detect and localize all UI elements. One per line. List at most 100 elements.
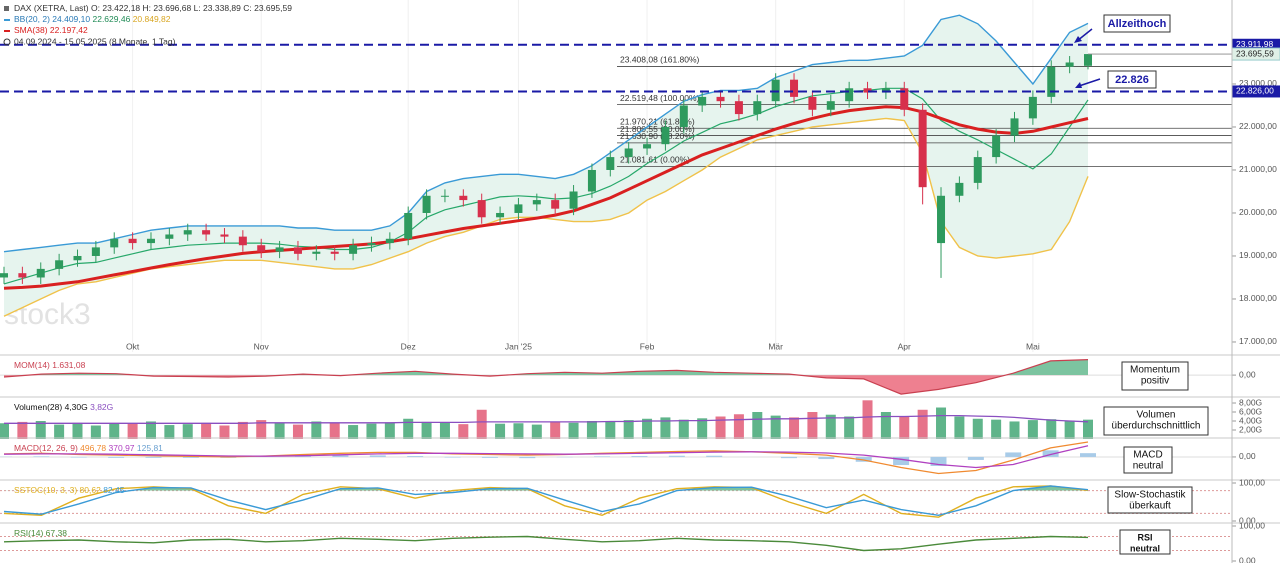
volume-bar xyxy=(201,422,212,439)
note: Momentum xyxy=(1130,365,1180,376)
y-tick-label: 20.000,00 xyxy=(1239,207,1277,217)
volume-bar xyxy=(237,421,248,439)
x-tick-label: Mai xyxy=(1026,341,1040,351)
y-tick-label: 0,00 xyxy=(1239,555,1256,563)
volume-bar xyxy=(715,416,726,439)
candle-body xyxy=(514,204,523,213)
candle-body xyxy=(146,238,155,244)
volume-bar xyxy=(348,425,359,439)
volume-bar xyxy=(35,421,46,439)
legend-item: SSTOC(10, 3, 3) xyxy=(14,485,77,495)
ohlc: O: 23.422,18 xyxy=(91,3,140,13)
volume-bar xyxy=(366,423,377,439)
legend-item: 1.631,08 xyxy=(52,360,85,370)
candle-body xyxy=(422,195,431,213)
volume-bar xyxy=(954,416,965,439)
candle-body xyxy=(1047,66,1056,97)
volume-bar xyxy=(145,421,156,439)
candle-body xyxy=(881,88,890,93)
volume-bar xyxy=(403,418,414,439)
volume-bar xyxy=(292,424,303,439)
macd-histogram xyxy=(481,456,498,458)
candle-body xyxy=(165,234,174,239)
volume-bar xyxy=(17,421,28,439)
y-tick-label: 0,00 xyxy=(1239,369,1256,379)
panel-legend: RSI(14) 67,38 xyxy=(14,528,67,538)
note: MACD xyxy=(1133,450,1162,461)
bb-band xyxy=(4,15,1088,317)
volume-bar xyxy=(476,409,487,439)
y-tick-label: 23.000,00 xyxy=(1239,78,1277,88)
volume-bar xyxy=(844,416,855,439)
candle-body xyxy=(771,79,780,102)
candle-body xyxy=(900,88,909,110)
fib-label: 21.081,61 (0.00%) xyxy=(620,155,690,165)
arrow-head xyxy=(1074,36,1082,43)
bb-upper xyxy=(3,14,1089,253)
y-tick-label: 100,00 xyxy=(1239,520,1265,530)
mom-area-neg xyxy=(4,375,1006,395)
y-tick-label: 21.000,00 xyxy=(1239,164,1277,174)
macd-histogram xyxy=(332,455,349,457)
legend-item: RSI(14) xyxy=(14,528,43,538)
candle-body xyxy=(679,105,688,127)
note: Volumen xyxy=(1137,410,1176,421)
fib-label: 21.630,90 (38.20%) xyxy=(620,131,695,141)
y-tick-label: 0,00 xyxy=(1239,451,1256,461)
candle-body xyxy=(808,96,817,110)
volume-bar xyxy=(550,421,561,439)
candle-body xyxy=(312,251,321,254)
y-tick-label: 6,00G xyxy=(1239,406,1262,416)
panel-legend: MACD(12, 26, 9) 496,78 370,97 125,81 xyxy=(14,443,163,453)
date-range: 04.09.2024 - 15.05.2025 (8 Monate, 1 Tag… xyxy=(14,36,176,46)
candle-body xyxy=(110,238,119,248)
legend-item: MACD(12, 26, 9) xyxy=(14,443,78,453)
note-box xyxy=(1119,529,1171,555)
fib-label: 22.519,48 (100.00%) xyxy=(620,93,700,103)
candle-body xyxy=(55,260,64,269)
volume-bar xyxy=(807,412,818,439)
macd-histogram xyxy=(70,456,87,458)
bb-label: BB(20, 2) xyxy=(14,14,50,24)
volume-bar xyxy=(972,418,983,439)
candle-body xyxy=(826,101,835,110)
volume-bar xyxy=(495,423,506,439)
volume-bar xyxy=(825,414,836,439)
panel-legend: Volumen(28) 4,30G 3,82G xyxy=(14,402,113,412)
note: überkauft xyxy=(1129,501,1171,512)
candle-body xyxy=(238,236,247,246)
note-box xyxy=(1107,486,1193,514)
annotations: Allzeithoch 22.826 xyxy=(1074,14,1171,89)
candle-body xyxy=(257,245,266,252)
panel-legend: MOM(14) 1.631,08 xyxy=(14,360,86,370)
candle-body xyxy=(643,144,652,149)
candle-body xyxy=(624,148,633,158)
macd-histogram xyxy=(182,456,199,458)
macd-histogram xyxy=(145,456,162,458)
volume-bar xyxy=(880,412,891,439)
bb-value: 22.629,46 xyxy=(92,14,130,24)
macd-histogram xyxy=(33,456,50,457)
macd-histogram xyxy=(706,455,723,457)
legend-item: 4,30G xyxy=(65,402,88,412)
candle-body xyxy=(183,230,192,235)
candle-body xyxy=(532,200,541,205)
volume-bar xyxy=(54,424,65,439)
ohlc: C: 23.695,59 xyxy=(243,3,292,13)
legend-item: 82,45 xyxy=(103,485,125,495)
price-tag xyxy=(1232,85,1280,98)
annotation: Allzeithoch xyxy=(1108,18,1167,30)
mom-line xyxy=(3,359,1089,395)
macd-histogram xyxy=(108,456,125,458)
candle-body xyxy=(440,195,449,197)
volume-bar xyxy=(733,414,744,439)
note: überdurchschnittlich xyxy=(1112,421,1201,432)
candle-body xyxy=(404,212,413,239)
volume-bar xyxy=(642,418,653,439)
candle-body xyxy=(698,96,707,106)
x-tick-label: Feb xyxy=(640,341,655,351)
volume-bar xyxy=(770,415,781,439)
y-tick-label: 8,00G xyxy=(1239,397,1262,407)
x-tick-label: Okt xyxy=(126,341,140,351)
candle-body xyxy=(293,247,302,254)
